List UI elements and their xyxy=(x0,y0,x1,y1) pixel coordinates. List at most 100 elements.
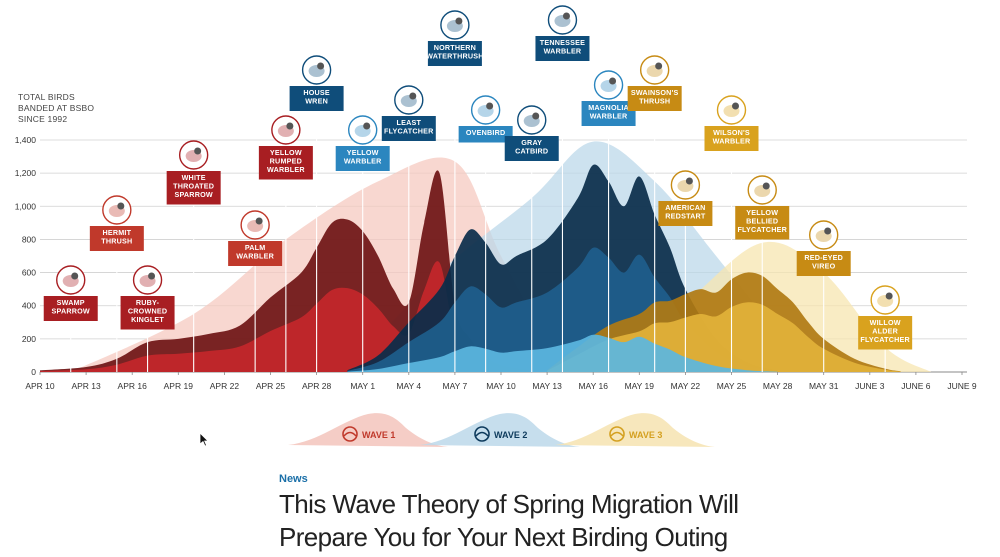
bird-label-box xyxy=(735,206,790,240)
wave-icon-glyph xyxy=(343,431,357,437)
x-tick-label: MAY 4 xyxy=(396,381,421,391)
bird-portrait-icon xyxy=(271,115,301,145)
bird-portrait-icon xyxy=(240,210,270,240)
bird-head-icon xyxy=(71,272,79,280)
bird-label: WARBLER xyxy=(590,112,628,121)
bird-label-box xyxy=(120,296,175,330)
bird-label: SWAMP xyxy=(57,298,85,307)
bird-head-icon xyxy=(762,182,770,190)
bird-callouts: SWAMPSPARROWHERMITTHRUSHRUBY-CROWNEDKING… xyxy=(43,5,913,350)
bird-label: KINGLET xyxy=(131,315,164,324)
wave-icon xyxy=(342,426,358,442)
x-tick-labels: APR 10 APR 13 APR 16 APR 19 APR 22 APR 25 APR … xyxy=(25,372,977,391)
x-tick-label: APR 28 xyxy=(302,381,332,391)
bird-label: CATBIRD xyxy=(515,147,548,156)
x-tick-label: JUNE 9 xyxy=(947,381,977,391)
y-axis-title-line-1: TOTAL BIRDS xyxy=(18,92,75,102)
x-tick-label: MAY 31 xyxy=(809,381,839,391)
bird-label-box xyxy=(796,251,851,276)
bird-head-icon xyxy=(117,202,125,210)
y-tick-label: 1,000 xyxy=(15,201,37,211)
bird-label-box xyxy=(458,126,513,143)
bird-label-box xyxy=(381,116,436,141)
bird-label: WARBLER xyxy=(544,47,582,56)
bird-portrait-icon xyxy=(348,115,378,145)
bird-label: FLYCATCHER xyxy=(860,335,910,344)
bird-head-icon xyxy=(363,122,371,130)
bird-portrait-icon xyxy=(809,220,839,250)
bird-portrait-icon xyxy=(470,95,501,125)
bird-label-box xyxy=(627,86,682,111)
x-tick-label: MAY 16 xyxy=(578,381,608,391)
bird-label: LEAST xyxy=(397,118,422,127)
bird-head-icon xyxy=(562,12,570,20)
bird-label: AMERICAN xyxy=(665,203,705,212)
bird-portrait-icon xyxy=(593,70,624,100)
bird-head-icon xyxy=(609,77,617,85)
bird-label: SPARROW xyxy=(174,190,212,199)
section-tag[interactable]: News xyxy=(279,473,308,485)
bird-label: WILLOW xyxy=(870,318,901,327)
bird-label: WILSON'S xyxy=(713,128,750,137)
bird-label-box xyxy=(504,136,559,161)
y-tick-label: 0 xyxy=(31,367,36,377)
x-tick-label: JUNE 6 xyxy=(901,381,931,391)
y-tick-labels: 0 200 400 600 800 1,000 1,200 1,400 xyxy=(15,135,37,377)
wave-icon xyxy=(609,426,625,442)
y-tick-label: 800 xyxy=(22,234,36,244)
bird-head-icon xyxy=(655,62,663,70)
bird-label: ALDER xyxy=(872,327,898,336)
bird-head-icon xyxy=(455,17,463,25)
x-tick-label: APR 22 xyxy=(210,381,240,391)
bird-label: FLYCATCHER xyxy=(384,127,434,136)
bird-label-box xyxy=(228,241,283,266)
x-tick-label: JUNE 3 xyxy=(855,381,885,391)
legend-wave-shape xyxy=(288,413,448,447)
legend-label: WAVE 3 xyxy=(629,430,662,440)
article-headline[interactable]: This Wave Theory of Spring Migration Wil… xyxy=(279,488,979,554)
bird-head-icon xyxy=(255,217,263,225)
y-tick-label: 1,400 xyxy=(15,135,37,145)
y-axis-title-line-3: SINCE 1992 xyxy=(18,114,68,124)
bird-portrait-icon xyxy=(301,55,332,85)
x-tick-label: MAY 7 xyxy=(443,381,468,391)
bird-label-box xyxy=(858,316,913,350)
x-tick-label: MAY 22 xyxy=(671,381,701,391)
bird-head-icon xyxy=(824,227,832,235)
bird-label: RUBY- xyxy=(136,298,160,307)
bird-head-icon xyxy=(732,102,739,110)
bird-label: REDSTART xyxy=(665,212,706,221)
x-tick-label: MAY 13 xyxy=(532,381,562,391)
x-tick-label: APR 25 xyxy=(256,381,286,391)
bird-label-box xyxy=(427,41,482,66)
bird-label: WHITE xyxy=(182,173,206,182)
bird-label: WATERTHRUSH xyxy=(426,52,484,61)
bird-label: THROATED xyxy=(173,182,214,191)
x-tick-label: APR 16 xyxy=(118,381,148,391)
bird-portrait-icon xyxy=(517,105,547,135)
bird-label: RED-EYED xyxy=(804,253,843,262)
bird-head-icon xyxy=(685,177,693,185)
bird-label: THRUSH xyxy=(639,97,670,106)
y-tick-label: 400 xyxy=(22,301,36,311)
x-tick-label: APR 13 xyxy=(71,381,101,391)
bird-portrait-icon xyxy=(639,55,670,85)
x-tick-label: MAY 1 xyxy=(350,381,375,391)
legend-wave-shape xyxy=(555,413,715,447)
bird-portrait-icon xyxy=(178,140,209,170)
x-tick-label: APR 19 xyxy=(164,381,194,391)
wave-icon-glyph xyxy=(475,431,489,437)
bird-portrait-icon xyxy=(56,265,86,295)
legend-label: WAVE 1 xyxy=(362,430,395,440)
bird-label-box xyxy=(535,36,590,61)
bird-callout-stems xyxy=(70,58,886,372)
bird-head-icon xyxy=(317,62,325,70)
bird-portrait-icon xyxy=(394,85,424,115)
bird-portrait-icon xyxy=(132,265,163,295)
wave-icon xyxy=(474,426,490,442)
bird-label: THRUSH xyxy=(101,237,132,246)
bird-label: YELLOW xyxy=(347,148,379,157)
bird-label-box xyxy=(289,86,344,111)
bird-label: SPARROW xyxy=(52,307,90,316)
x-tick-label: MAY 28 xyxy=(763,381,793,391)
